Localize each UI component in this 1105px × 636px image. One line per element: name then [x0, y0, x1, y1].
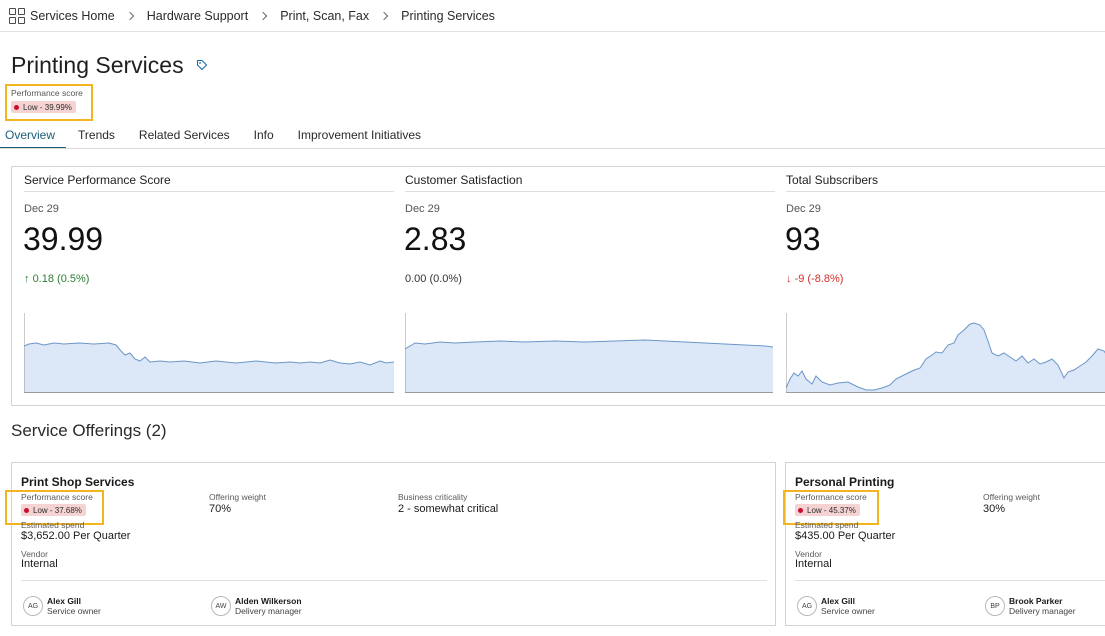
performance-score-highlight	[5, 84, 93, 121]
performance-score-label: Performance score	[21, 492, 93, 502]
metric-value: 39.99	[23, 221, 104, 257]
avatar: AG	[797, 596, 817, 616]
sparkline-total-subscribers	[786, 313, 1105, 393]
chevron-right-icon	[258, 11, 268, 20]
person-name: Brook Parker	[1009, 596, 1063, 606]
chevron-right-icon	[125, 11, 134, 20]
business-criticality-label: Business criticality	[398, 492, 468, 502]
tag-icon[interactable]	[196, 59, 208, 71]
metric-title: Customer Satisfaction	[405, 173, 523, 187]
offering-card-print-shop-services[interactable]: Print Shop Services Performance score Lo…	[5, 462, 776, 626]
metric-title-divider	[786, 191, 1105, 192]
tab-improvement-initiatives[interactable]: Improvement Initiatives	[297, 128, 422, 142]
breadcrumb: Services Home Hardware Support Print, Sc…	[0, 0, 1105, 32]
metric-title: Service Performance Score	[24, 173, 171, 187]
performance-score-label: Performance score	[795, 492, 867, 502]
performance-score-label: Performance score	[11, 88, 83, 98]
tab-trends[interactable]: Trends	[78, 128, 115, 142]
metric-card-total-subscribers[interactable]: Total Subscribers Dec 29 93 ↓ -9 (-8.8%)	[785, 167, 1105, 407]
performance-score-badge: Low - 37.68%	[21, 504, 86, 516]
performance-score-badge: Low - 39.99%	[11, 101, 76, 113]
estimated-spend-label: Estimated spend	[795, 520, 859, 530]
card-divider	[21, 580, 767, 581]
chevron-right-icon	[379, 11, 389, 20]
sparkline-customer-satisfaction	[405, 313, 774, 393]
person-delivery-manager[interactable]: BP Brook Parker Delivery manager	[985, 594, 1076, 618]
sparkline-performance-score	[24, 313, 394, 393]
performance-score-highlight	[5, 490, 104, 525]
service-offerings-title: Service Offerings (2)	[11, 421, 167, 440]
breadcrumb-item-hardware-support[interactable]: Hardware Support	[146, 8, 249, 23]
vendor-label: Vendor	[21, 549, 48, 559]
avatar: AW	[211, 596, 231, 616]
metric-date: Dec 29	[24, 203, 59, 215]
offering-weight-label: Offering weight	[209, 492, 267, 502]
tab-overview[interactable]: Overview	[0, 125, 67, 149]
performance-score-value: Low - 39.99%	[23, 102, 72, 112]
offering-weight-value: 70%	[209, 503, 232, 515]
metric-value: 2.83	[404, 221, 467, 257]
person-role: Delivery manager	[235, 606, 302, 616]
status-dot-icon	[798, 507, 803, 513]
arrow-down-icon: ↓	[786, 273, 792, 285]
offering-title[interactable]: Personal Printing	[795, 475, 895, 489]
breadcrumb-item-printing-services: Printing Services	[401, 8, 495, 23]
arrow-up-icon: ↑	[24, 273, 30, 285]
card-divider	[795, 580, 1105, 581]
metric-date: Dec 29	[786, 203, 821, 215]
vendor-value: Internal	[21, 558, 58, 570]
tab-info[interactable]: Info	[253, 128, 274, 142]
metric-title-divider	[24, 191, 394, 192]
tabs-divider	[0, 148, 1105, 149]
offering-title[interactable]: Print Shop Services	[21, 475, 135, 489]
metric-card-performance-score[interactable]: Service Performance Score Dec 29 39.99 ↑…	[23, 167, 394, 407]
person-role: Service owner	[47, 606, 101, 616]
metric-title-divider	[405, 191, 775, 192]
metric-delta: 0.00 (0.0%)	[405, 273, 462, 285]
metric-date: Dec 29	[405, 203, 440, 215]
person-name: Alex Gill	[47, 596, 82, 606]
metrics-panel: Service Performance Score Dec 29 39.99 ↑…	[11, 166, 1105, 406]
business-criticality-value: 2 - somewhat critical	[398, 503, 499, 515]
performance-score-value: Low - 45.37%	[807, 505, 856, 515]
status-dot-icon	[24, 507, 29, 513]
estimated-spend-value: $3,652.00 Per Quarter	[21, 530, 131, 542]
breadcrumb-item-services-home[interactable]: Services Home	[30, 8, 115, 23]
vendor-value: Internal	[795, 558, 832, 570]
avatar: AG	[23, 596, 43, 616]
person-name: Alden Wilkerson	[235, 596, 302, 606]
metric-title: Total Subscribers	[786, 173, 879, 187]
performance-score-highlight	[783, 490, 879, 525]
estimated-spend-value: $435.00 Per Quarter	[795, 530, 896, 542]
performance-score-value: Low - 37.68%	[33, 505, 82, 515]
performance-score-badge: Low - 45.37%	[795, 504, 860, 516]
offering-weight-value: 30%	[983, 503, 1006, 515]
person-name: Alex Gill	[821, 596, 856, 606]
person-service-owner[interactable]: AG Alex Gill Service owner	[23, 594, 101, 618]
metric-delta-text: -9 (-8.8%)	[794, 273, 844, 285]
person-service-owner[interactable]: AG Alex Gill Service owner	[797, 594, 875, 618]
avatar: BP	[985, 596, 1005, 616]
offering-card-personal-printing[interactable]: Personal Printing Performance score Low …	[783, 462, 1105, 626]
person-delivery-manager[interactable]: AW Alden Wilkerson Delivery manager	[211, 594, 302, 618]
metric-delta: ↓ -9 (-8.8%)	[786, 273, 843, 285]
metric-delta-text: 0.18 (0.5%)	[32, 273, 90, 285]
vendor-label: Vendor	[795, 549, 822, 559]
apps-grid-icon[interactable]	[9, 7, 25, 24]
breadcrumb-item-print-scan-fax[interactable]: Print, Scan, Fax	[280, 8, 370, 23]
metric-delta: ↑ 0.18 (0.5%)	[24, 273, 89, 285]
tab-related-services[interactable]: Related Services	[138, 128, 230, 142]
metric-value: 93	[785, 221, 821, 257]
tab-bar: Overview Trends Related Services Info Im…	[0, 125, 433, 149]
offering-weight-label: Offering weight	[983, 492, 1041, 502]
metric-card-customer-satisfaction[interactable]: Customer Satisfaction Dec 29 2.83 0.00 (…	[404, 167, 775, 407]
person-role: Service owner	[821, 606, 875, 616]
person-role: Delivery manager	[1009, 606, 1076, 616]
estimated-spend-label: Estimated spend	[21, 520, 85, 530]
status-dot-icon	[14, 104, 19, 110]
page-title: Printing Services	[11, 52, 184, 78]
